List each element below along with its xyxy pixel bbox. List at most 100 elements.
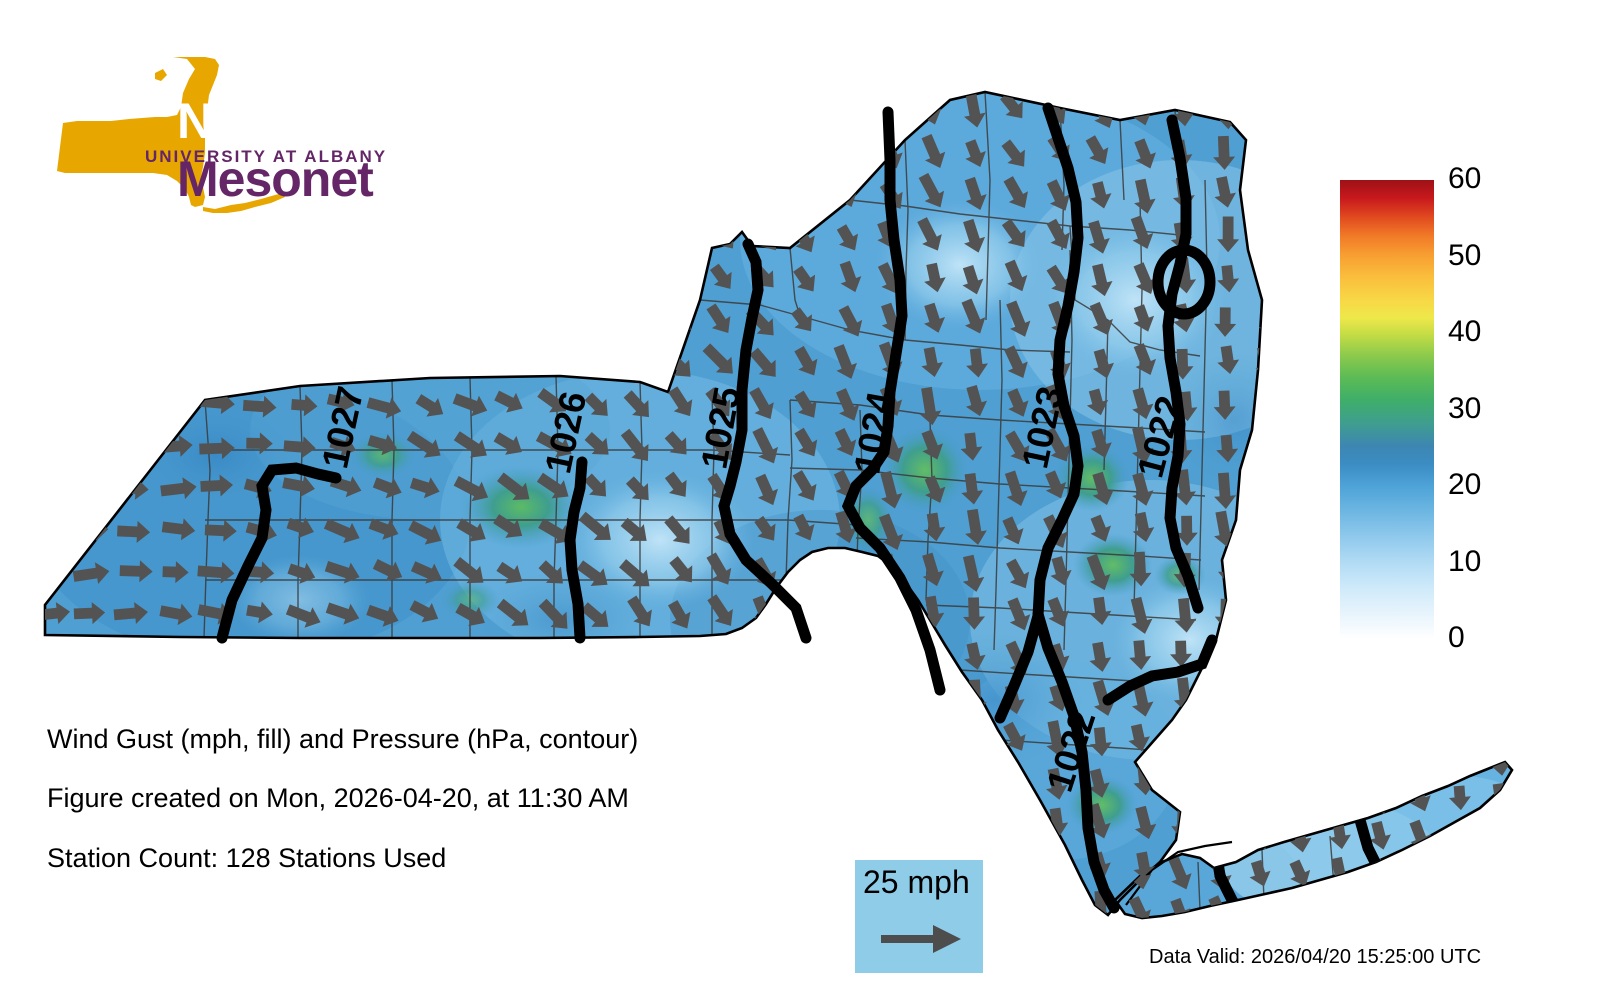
wind-arrow — [626, 846, 652, 879]
wind-arrow — [410, 184, 447, 207]
wind-arrow — [207, 99, 234, 122]
wind-arrow — [1259, 769, 1262, 799]
wind-arrow — [582, 683, 610, 709]
wind-arrow — [493, 266, 524, 292]
wind-arrow — [749, 765, 775, 799]
wind-arrow — [410, 893, 440, 915]
wind-arrow — [623, 390, 649, 418]
wind-arrow — [965, 139, 986, 168]
wind-arrow — [922, 552, 944, 587]
wind-arrow — [119, 560, 153, 583]
wind-arrow — [754, 515, 776, 541]
wind-arrow — [280, 897, 317, 915]
wind-arrow — [247, 139, 275, 162]
wind-arrow — [1173, 721, 1196, 760]
wind-arrow — [535, 306, 566, 329]
wind-arrow — [202, 183, 239, 206]
wind-arrow — [1044, 427, 1070, 462]
wind-arrow — [287, 562, 316, 584]
wind-arrow — [1001, 139, 1025, 167]
wind-arrow — [664, 515, 690, 544]
wind-arrow — [328, 896, 355, 915]
wind-arrow — [664, 431, 687, 455]
wind-arrow — [115, 267, 153, 290]
wind-arrow — [198, 643, 235, 666]
wind-arrow — [74, 643, 105, 666]
wind-arrow — [1005, 430, 1030, 462]
wind-arrow — [1209, 762, 1232, 776]
wind-arrow — [246, 432, 273, 455]
wind-arrow — [580, 602, 609, 627]
wind-arrow — [623, 890, 648, 915]
wind-arrow — [664, 471, 687, 497]
wind-arrow — [409, 684, 442, 711]
wind-arrow — [881, 762, 904, 800]
wind-arrow — [918, 172, 945, 208]
wind-arrow — [1217, 216, 1240, 253]
wind-arrow — [1133, 765, 1156, 796]
wind-arrow — [1208, 780, 1232, 814]
wind-arrow — [450, 350, 484, 373]
wind-arrow — [793, 265, 816, 292]
wind-arrow — [157, 223, 192, 246]
wind-arrow — [534, 136, 565, 162]
wind-arrow — [1213, 135, 1236, 170]
wind-arrow — [410, 561, 442, 584]
wind-arrow — [624, 265, 652, 289]
wind-arrow — [415, 270, 444, 292]
wind-arrow — [534, 642, 565, 667]
wind-arrow — [708, 766, 733, 796]
wind-arrow — [576, 136, 610, 165]
wind-arrow — [200, 226, 238, 249]
wind-arrow — [1171, 769, 1194, 797]
wind-arrow — [702, 176, 734, 205]
wind-arrow — [287, 647, 315, 669]
wind-arrow — [1257, 559, 1262, 587]
wind-arrow — [961, 473, 984, 505]
wind-arrow — [372, 559, 403, 582]
wind-arrow — [622, 681, 648, 713]
wind-arrow — [1175, 515, 1198, 546]
wind-arrow — [538, 222, 570, 251]
wind-arrow — [204, 519, 237, 542]
wind-arrow — [838, 596, 863, 632]
state-outline-mainland — [43, 90, 1264, 917]
wind-arrow — [1004, 259, 1028, 292]
wind-arrow — [753, 895, 775, 915]
wind-arrow — [584, 392, 608, 416]
wind-arrow — [839, 260, 862, 293]
wind-arrow — [541, 350, 569, 373]
wind-arrow — [833, 344, 857, 379]
wind-arrow — [1217, 345, 1240, 374]
wind-arrow — [1001, 218, 1026, 248]
wind-arrow — [493, 686, 522, 711]
wind-arrow — [323, 518, 360, 544]
wind-arrow — [452, 393, 488, 417]
wind-arrow — [1213, 390, 1236, 420]
wind-arrow — [45, 309, 67, 332]
wind-arrow — [924, 262, 946, 293]
wind-arrow — [1214, 176, 1236, 208]
colorbar-tick-50: 50 — [1448, 238, 1482, 272]
contour-1025 — [718, 238, 812, 644]
contour-1022 — [1162, 114, 1204, 614]
wind-arrow — [749, 721, 774, 757]
wind-arrow — [1046, 767, 1068, 800]
wind-arrow — [797, 810, 819, 838]
colorbar-tick-0: 0 — [1448, 621, 1465, 654]
wind-arrow — [406, 430, 441, 458]
wind-arrow — [72, 562, 110, 584]
wind-arrow — [45, 518, 68, 541]
wind-arrow — [455, 847, 485, 877]
wind-arrow — [1092, 471, 1114, 505]
contour-1024 — [841, 106, 946, 696]
wind-arrow — [452, 225, 488, 248]
wind-arrow — [450, 182, 486, 205]
wind-arrow — [581, 97, 608, 118]
wind-arrow — [73, 224, 110, 248]
wind-arrow — [627, 595, 652, 627]
wind-arrow — [623, 351, 650, 374]
wind-arrow — [749, 347, 776, 377]
wind-arrow — [114, 436, 152, 458]
